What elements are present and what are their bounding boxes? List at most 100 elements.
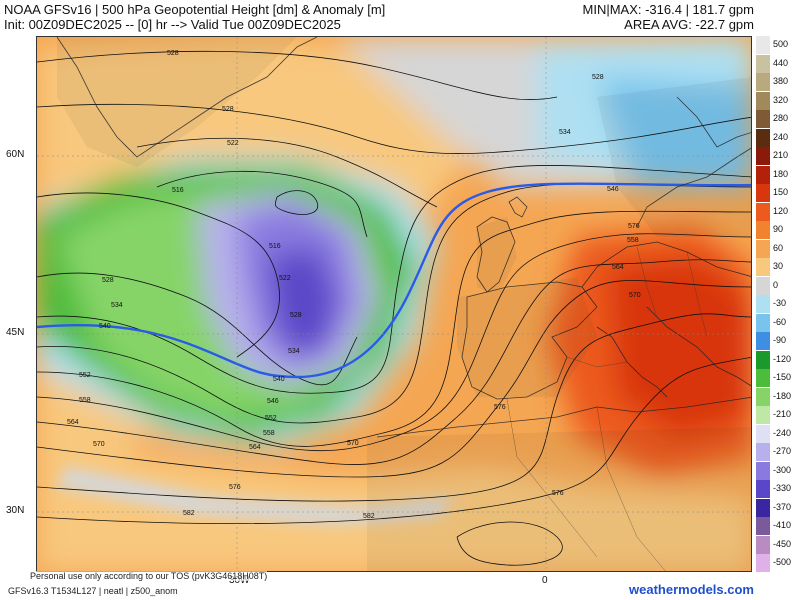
legend-label: 90 [773,224,784,234]
contour-label: 534 [288,348,300,355]
legend-label: -270 [773,446,792,456]
stats-block: MIN|MAX: -316.4 | 181.7 gpm AREA AVG: -2… [583,2,755,32]
contour-label: 558 [79,397,91,404]
legend-label: 30 [773,261,784,271]
title-block: NOAA GFSv16 | 500 hPa Geopotential Heigh… [4,2,385,32]
legend-swatch [756,110,770,128]
legend-label: -180 [773,390,792,401]
legend-label: -120 [773,353,792,364]
legend-entry: -180 [756,387,800,406]
legend-entry: 500 [756,36,800,54]
brand-link[interactable]: weathermodels.com [629,582,754,597]
contour-label: 534 [111,302,123,309]
legend-label: 320 [773,94,789,105]
contour-label: 534 [559,129,571,136]
contour-label: 576 [229,484,241,491]
area-avg-text: AREA AVG: -22.7 gpm [624,17,754,32]
anomaly-field [37,37,751,571]
legend-label: 60 [773,242,784,253]
legend-label: -300 [773,464,792,475]
legend-swatch [756,276,770,295]
legend-label: 240 [773,131,789,142]
contour-label: 528 [102,277,114,284]
contour-label: 540 [273,376,285,383]
contour-label: 522 [279,275,291,282]
legend-label: 150 [773,187,789,197]
color-legend: 500 440 380 320 280 240 210 180 150 120 90 60 30 0 -30… [756,36,800,586]
legend-entry: -330 [756,480,800,498]
legend-label: -60 [773,316,787,327]
legend-entry: -150 [756,369,800,387]
contour-label: 576 [552,490,564,497]
legend-label: 440 [773,57,789,68]
legend-label: -410 [773,520,792,530]
contour-label: 564 [67,419,79,426]
legend-swatch [756,147,770,165]
legend-swatch [756,91,770,110]
map-svg: 528 528 528 522 534 546 516 516 522 528 … [37,37,751,571]
legend-entry: 210 [756,147,800,165]
contour-label: 558 [627,237,639,244]
legend-swatch [756,554,770,572]
contour-label: 582 [183,510,195,517]
legend-label: 210 [773,150,789,160]
legend-entry: -410 [756,517,800,535]
minmax-text: MIN|MAX: -316.4 | 181.7 gpm [582,2,755,17]
legend-label: -500 [773,557,792,567]
legend-entry: -500 [756,554,800,572]
legend-swatch [756,424,770,443]
legend-entry: -60 [756,313,800,332]
legend-swatch [756,313,770,332]
contour-label: 516 [269,243,281,250]
legend-swatch [756,295,770,313]
legend-label: 180 [773,168,789,179]
lat-label-60n: 60N [6,149,25,160]
contour-label: 564 [249,444,261,451]
title-line2: Init: 00Z09DEC2025 -- [0] hr --> Valid T… [4,17,341,32]
legend-label: -370 [773,501,792,512]
legend-label: 0 [773,279,779,290]
legend-swatch [756,443,770,461]
contour-label-group: 528 528 528 522 534 546 516 516 522 528 … [67,50,641,520]
legend-entry: 90 [756,221,800,239]
legend-swatch [756,480,770,498]
contour-label: 528 [290,312,302,319]
title-line1: NOAA GFSv16 | 500 hPa Geopotential Heigh… [4,2,386,17]
legend-label: -330 [773,483,792,493]
legend-entry: -210 [756,406,800,424]
legend-label: -30 [773,298,787,308]
legend-swatch [756,498,770,517]
legend-swatch [756,517,770,535]
contour-label: 570 [629,292,641,299]
legend-label: 380 [773,76,789,86]
legend-swatch [756,184,770,202]
legend-swatch [756,239,770,258]
height-contours [37,50,751,566]
legend-label: -450 [773,538,792,549]
map-panel: 528 528 528 522 534 546 516 516 522 528 … [36,36,752,572]
legend-swatch [756,332,770,350]
legend-entry: 60 [756,239,800,258]
contour-label: 576 [628,223,640,230]
legend-swatch [756,128,770,147]
legend-swatch [756,406,770,424]
legend-swatch [756,387,770,406]
legend-swatch [756,165,770,184]
legend-swatch [756,54,770,73]
contour-label: 570 [347,440,359,447]
legend-entry: -30 [756,295,800,313]
contour-label: 564 [612,264,624,271]
lat-label-30n: 30N [6,505,25,516]
contour-label: 558 [263,430,275,437]
legend-swatch [756,350,770,369]
contour-label: 546 [607,186,619,193]
legend-entry: -370 [756,498,800,517]
contour-label: 540 [99,323,111,330]
legend-entry: 380 [756,73,800,91]
legend-label: 120 [773,205,789,216]
legend-label: -210 [773,409,792,419]
legend-label: -90 [773,335,787,345]
highlight-546-contour [37,182,751,379]
legend-entry: -300 [756,461,800,480]
legend-swatch [756,461,770,480]
